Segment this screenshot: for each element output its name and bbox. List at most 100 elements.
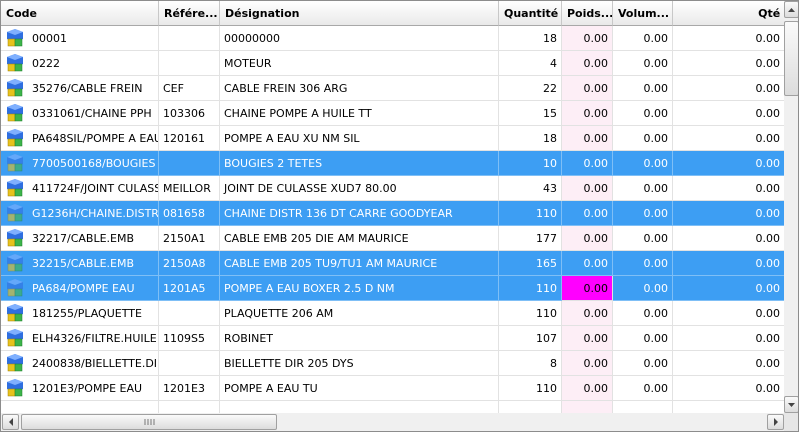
cell: 43 [499,176,562,201]
scroll-up[interactable] [784,1,798,18]
column-header[interactable]: Quantité [499,1,562,26]
cell: CABLE FREIN 306 ARG [220,76,499,101]
cell: G1236H/CHAINE.DISTRI [1,201,159,226]
cell: CEF [159,76,220,101]
item-icon [7,304,23,322]
cell: 0.00 [613,101,673,126]
cell: 0.00 [673,301,784,326]
cell: 0.00 [562,151,613,176]
cell: 181255/PLAQUETTE [1,301,159,326]
cell: 18 [499,26,562,51]
cell: 0.00 [562,51,613,76]
cell: CABLE EMB 205 TU9/TU1 AM MAURICE [220,251,499,276]
scroll-left[interactable] [2,414,19,430]
cell: 081658 [159,201,220,226]
cell: 0.00 [613,26,673,51]
partial-row-cell [220,401,499,413]
cell: 120161 [159,126,220,151]
cell: 0.00 [673,151,784,176]
cell: 0.00 [673,101,784,126]
item-icon [7,54,23,72]
cell: ROBINET [220,326,499,351]
cell: 0.00 [613,51,673,76]
cell: 0.00 [613,276,673,301]
partial-row-cell [562,401,613,413]
cell: MOTEUR [220,51,499,76]
cell: 0.00 [673,376,784,401]
column-header[interactable]: Volum... [613,1,673,26]
item-icon [7,354,23,372]
column-header[interactable]: Référe... [159,1,220,26]
cell: 32215/CABLE.EMB [1,251,159,276]
cell: 0.00 [562,351,613,376]
cell: PA648SIL/POMPE A EAU [1,126,159,151]
cell: CABLE EMB 205 DIE AM MAURICE [220,226,499,251]
cell: PA684/POMPE EAU [1,276,159,301]
scroll-thumb[interactable] [784,21,798,96]
cell: 0.00 [562,276,613,301]
scroll-right[interactable] [767,414,784,430]
cell: 0.00 [562,201,613,226]
item-icon [7,379,23,397]
cell: 0.00 [562,76,613,101]
cell: 0.00 [613,351,673,376]
cell: 0.00 [613,201,673,226]
cell: CHAINE DISTR 136 DT CARRE GOODYEAR [220,201,499,226]
item-icon [7,29,23,47]
item-icon [7,204,23,222]
cell: 110 [499,201,562,226]
arrow [9,418,13,426]
cell: 0.00 [673,226,784,251]
item-icon [7,104,23,122]
cell: 0.00 [673,326,784,351]
cell: POMPE A EAU BOXER 2.5 D NM [220,276,499,301]
cell: 177 [499,226,562,251]
column-header[interactable]: Poids... [562,1,613,26]
cell: POMPE A EAU TU [220,376,499,401]
cell: 0.00 [673,201,784,226]
cell: 0.00 [562,326,613,351]
item-icon [7,229,23,247]
cell: JOINT DE CULASSE XUD7 80.00 [220,176,499,201]
scroll-down[interactable] [784,396,798,413]
cell: CHAINE POMPE A HUILE TT [220,101,499,126]
partial-row-cell [159,401,220,413]
cell: 32217/CABLE.EMB [1,226,159,251]
cell: 2150A8 [159,251,220,276]
vertical-scrollbar[interactable] [784,1,798,413]
cell: 0222 [1,51,159,76]
cell: 0.00 [613,326,673,351]
column-header[interactable]: Qté M [673,1,784,26]
item-icon [7,154,23,172]
cell [159,26,220,51]
scroll-thumb[interactable] [21,414,277,430]
cell: 0.00 [613,126,673,151]
grid-body: Code Référe... Désignation Quantité Poids...… [1,1,784,413]
cell: 110 [499,376,562,401]
partial-row-cell [613,401,673,413]
cell: 7700500168/BOUGIES [1,151,159,176]
cell: 15 [499,101,562,126]
cell: 1109S5 [159,326,220,351]
cell [159,51,220,76]
cell: 1201A5 [159,276,220,301]
column-header[interactable]: Code [1,1,159,26]
cell: 110 [499,276,562,301]
cell: 8 [499,351,562,376]
cell: 411724F/JOINT CULASSE [1,176,159,201]
cell: ELH4326/FILTRE.HUILE [1,326,159,351]
partial-row-cell [673,401,784,413]
partial-row-cell [499,401,562,413]
cell: 1201E3/POMPE EAU [1,376,159,401]
horizontal-scrollbar[interactable] [1,413,784,431]
column-header[interactable]: Désignation [220,1,499,26]
cell: 0.00 [613,301,673,326]
cell: 2150A1 [159,226,220,251]
cell: 0.00 [673,176,784,201]
cell: 0.00 [673,126,784,151]
cell: 0.00 [673,51,784,76]
cell: 0.00 [613,76,673,101]
cell: 00000000 [220,26,499,51]
cell: 4 [499,51,562,76]
